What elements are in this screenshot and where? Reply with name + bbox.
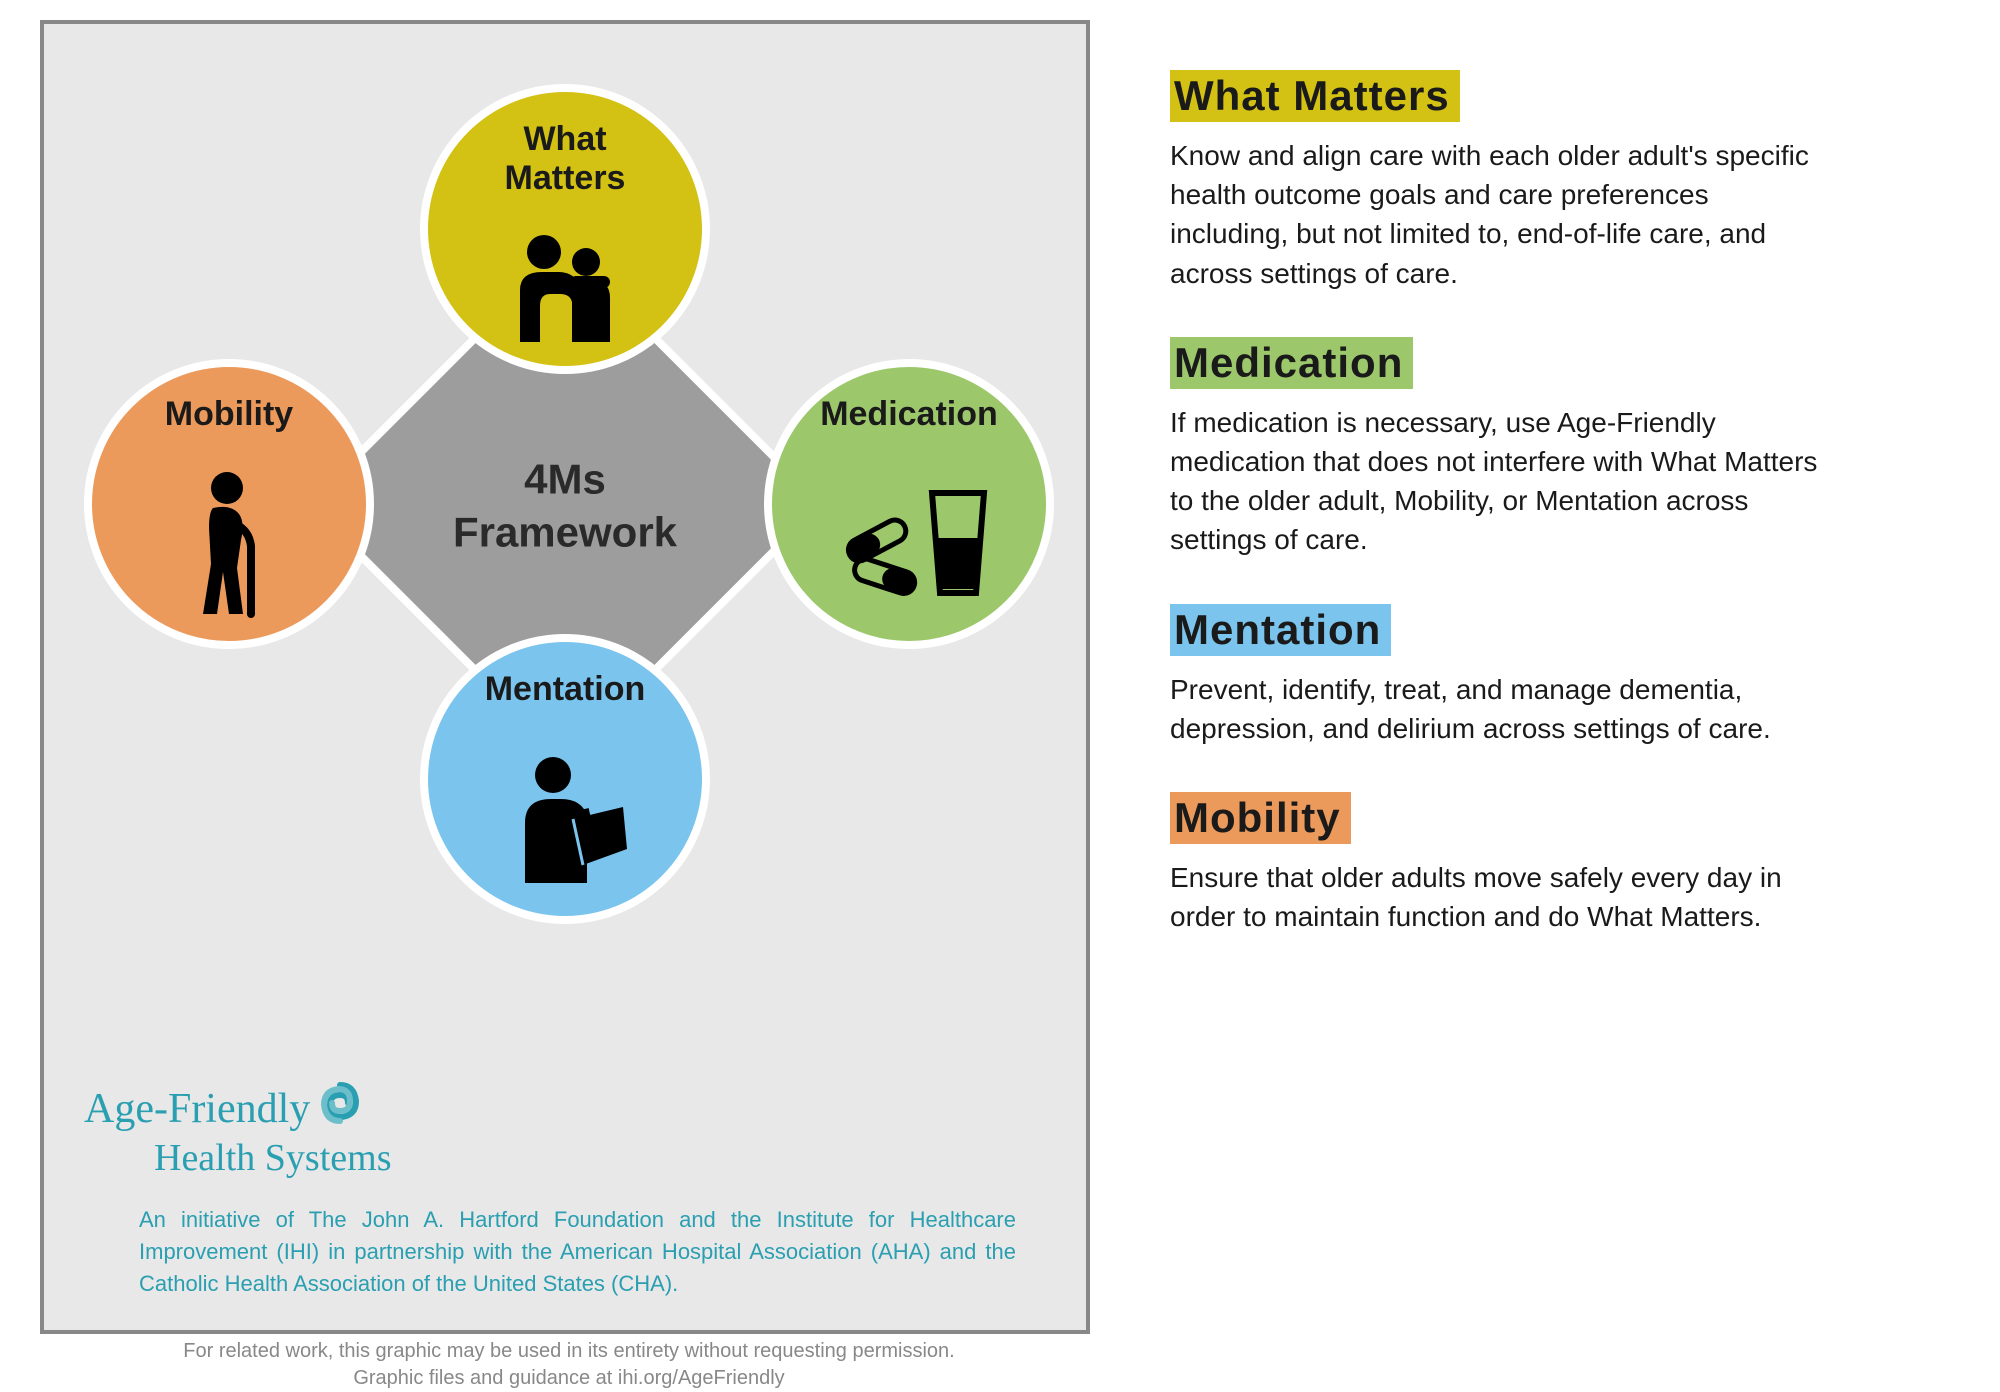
page-container: 4Ms Framework What Matters	[0, 0, 2000, 1354]
section-mobility-title: Mobility	[1170, 792, 1351, 844]
circle-mobility: Mobility	[84, 359, 374, 649]
section-medication-title: Medication	[1170, 337, 1413, 389]
circle-medication: Medication	[764, 359, 1054, 649]
section-mobility-body: Ensure that older adults move safely eve…	[1170, 858, 1830, 936]
center-label-line2: Framework	[453, 508, 677, 555]
circle-what-matters: What Matters	[420, 84, 710, 374]
swirl-icon	[316, 1079, 364, 1138]
section-mobility: Mobility Ensure that older adults move s…	[1170, 792, 1920, 936]
section-mentation: Mentation Prevent, identify, treat, and …	[1170, 604, 1920, 748]
pills-glass-icon	[824, 444, 994, 641]
circle-mentation-label: Mentation	[485, 670, 646, 709]
circle-medication-label: Medication	[820, 395, 998, 434]
section-what-matters-title: What Matters	[1170, 70, 1460, 122]
section-what-matters-body: Know and align care with each older adul…	[1170, 136, 1830, 293]
section-medication-body: If medication is necessary, use Age-Frie…	[1170, 403, 1830, 560]
section-medication: Medication If medication is necessary, u…	[1170, 337, 1920, 560]
diagram-panel: 4Ms Framework What Matters	[40, 20, 1090, 1334]
descriptions-panel: What Matters Know and align care with ea…	[1090, 20, 1960, 1334]
reading-icon	[495, 719, 635, 916]
section-mentation-body: Prevent, identify, treat, and manage dem…	[1170, 670, 1830, 748]
logo-line2: Health Systems	[154, 1136, 391, 1180]
people-hug-icon	[500, 208, 630, 366]
circle-mentation: Mentation	[420, 634, 710, 924]
circle-mobility-label: Mobility	[165, 395, 293, 434]
walking-icon	[179, 444, 279, 641]
circle-what-matters-label: What Matters	[505, 120, 626, 198]
diagram-area: 4Ms Framework What Matters	[44, 24, 1086, 1024]
initiative-text: An initiative of The John A. Hartford Fo…	[139, 1204, 1016, 1300]
section-mentation-title: Mentation	[1170, 604, 1391, 656]
center-label-line1: 4Ms	[524, 456, 606, 503]
logo-line1: Age-Friendly	[84, 1079, 391, 1138]
logo: Age-Friendly Health Systems	[84, 1079, 391, 1180]
section-what-matters: What Matters Know and align care with ea…	[1170, 70, 1920, 293]
footer-text: For related work, this graphic may be us…	[44, 1338, 1094, 1392]
center-label: 4Ms Framework	[453, 454, 677, 559]
